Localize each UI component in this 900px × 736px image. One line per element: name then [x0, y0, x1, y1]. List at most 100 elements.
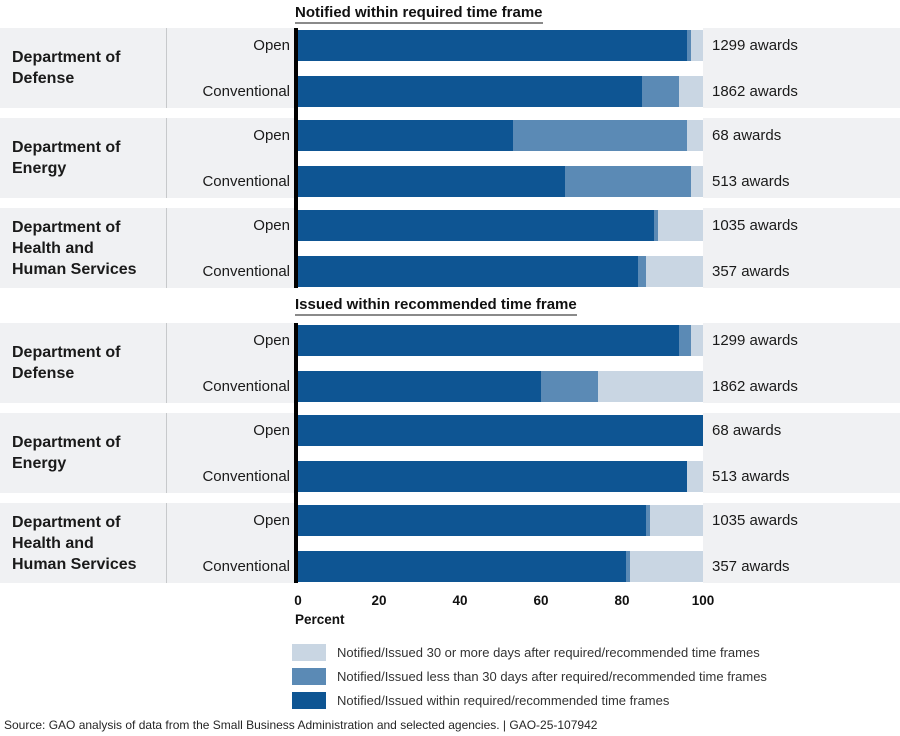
segment-less-than-30-days-after	[541, 371, 598, 402]
panel-title: Issued within recommended time frame	[295, 296, 577, 316]
department-label-line: Health and	[12, 534, 94, 552]
x-axis-tick-label: 40	[452, 593, 468, 608]
department-band: Department of Energy Open 68 awards Conventi…	[0, 118, 900, 198]
segment-30-or-more-days-after	[678, 76, 703, 107]
label-divider-line	[166, 208, 167, 288]
legend-swatch-within	[292, 692, 326, 709]
segment-within-timeframe	[298, 551, 627, 582]
zero-axis-line	[294, 323, 298, 583]
stacked-bar	[298, 461, 703, 492]
award-type-label: Conventional	[202, 263, 290, 280]
segment-less-than-30-days-after	[565, 166, 691, 197]
department-band: Department of Defense Open 1299 awards Conve…	[0, 28, 900, 108]
x-axis-tick-label: 20	[371, 593, 387, 608]
segment-within-timeframe	[298, 30, 687, 61]
segment-within-timeframe	[298, 371, 541, 402]
stacked-bar	[298, 210, 703, 241]
label-divider-line	[166, 323, 167, 403]
segment-within-timeframe	[298, 210, 655, 241]
department-label: Department of Defense	[12, 323, 162, 403]
x-axis-tick-label: 100	[691, 593, 715, 608]
award-type-label: Conventional	[202, 378, 290, 395]
department-label-line: Human Services	[12, 260, 137, 278]
segment-within-timeframe	[298, 166, 566, 197]
segment-less-than-30-days-after	[686, 30, 691, 61]
stacked-bar	[298, 505, 703, 536]
department-label-line: Health and	[12, 239, 94, 257]
award-count-label: 357 awards	[712, 558, 790, 575]
x-axis-tick-label: 0	[294, 593, 302, 608]
stacked-bar	[298, 415, 703, 446]
legend-item: Notified/Issued within required/recommen…	[292, 692, 872, 709]
label-divider-line	[166, 118, 167, 198]
department-label-line: Human Services	[12, 555, 137, 573]
department-label: Department of Health and Human Services	[12, 503, 162, 583]
segment-30-or-more-days-after	[690, 30, 703, 61]
department-band: Department of Health and Human Services Ope…	[0, 208, 900, 288]
award-type-label: Conventional	[202, 173, 290, 190]
department-label: Department of Energy	[12, 118, 162, 198]
segment-within-timeframe	[298, 461, 687, 492]
segment-30-or-more-days-after	[686, 461, 703, 492]
segment-less-than-30-days-after	[678, 325, 691, 356]
award-count-label: 513 awards	[712, 468, 790, 485]
legend-item-label: Notified/Issued within required/recommen…	[337, 693, 670, 708]
source-note: Source: GAO analysis of data from the Sm…	[4, 718, 598, 732]
department-band: Department of Defense Open 1299 awards Conve…	[0, 323, 900, 403]
department-band: Department of Energy Open 68 awards Conventi…	[0, 413, 900, 493]
award-count-label: 1299 awards	[712, 332, 798, 349]
stacked-bar	[298, 371, 703, 402]
x-axis-tick-label: 60	[533, 593, 549, 608]
label-divider-line	[166, 28, 167, 108]
legend-item-label: Notified/Issued less than 30 days after …	[337, 669, 767, 684]
label-divider-line	[166, 503, 167, 583]
award-count-label: 1035 awards	[712, 512, 798, 529]
department-label-line: Energy	[12, 455, 67, 472]
segment-30-or-more-days-after	[690, 325, 703, 356]
segment-30-or-more-days-after	[690, 166, 703, 197]
segment-30-or-more-days-after	[686, 120, 703, 151]
award-type-label: Conventional	[202, 83, 290, 100]
award-count-label: 1862 awards	[712, 378, 798, 395]
award-type-label: Open	[253, 37, 290, 54]
panel-title: Notified within required time frame	[295, 4, 543, 24]
segment-within-timeframe	[298, 415, 703, 446]
segment-within-timeframe	[298, 76, 643, 107]
department-label: Department of Health and Human Services	[12, 208, 162, 288]
department-label-line: Defense	[12, 70, 75, 87]
award-type-label: Open	[253, 217, 290, 234]
department-label-line: Energy	[12, 160, 67, 177]
award-type-label: Open	[253, 332, 290, 349]
department-label-line: Department of	[12, 139, 121, 156]
department-label: Department of Energy	[12, 413, 162, 493]
legend-item: Notified/Issued 30 or more days after re…	[292, 644, 872, 661]
stacked-bar	[298, 120, 703, 151]
department-label-line: Defense	[12, 365, 75, 382]
segment-within-timeframe	[298, 325, 679, 356]
segment-30-or-more-days-after	[658, 210, 703, 241]
award-count-label: 1862 awards	[712, 83, 798, 100]
legend-swatch-more30	[292, 644, 326, 661]
segment-30-or-more-days-after	[646, 256, 703, 287]
department-label-line: Department of	[12, 513, 121, 531]
x-axis-tick-label: 80	[614, 593, 630, 608]
department-label-line: Department of	[12, 344, 121, 361]
legend-item: Notified/Issued less than 30 days after …	[292, 668, 872, 685]
segment-less-than-30-days-after	[638, 256, 647, 287]
award-type-label: Open	[253, 422, 290, 439]
stacked-bar	[298, 30, 703, 61]
award-type-label: Conventional	[202, 558, 290, 575]
segment-within-timeframe	[298, 505, 647, 536]
award-type-label: Open	[253, 127, 290, 144]
stacked-bar	[298, 551, 703, 582]
award-count-label: 357 awards	[712, 263, 790, 280]
award-count-label: 1035 awards	[712, 217, 798, 234]
department-label-line: Department of	[12, 218, 121, 236]
stacked-bar	[298, 256, 703, 287]
segment-less-than-30-days-after	[654, 210, 659, 241]
segment-less-than-30-days-after	[512, 120, 687, 151]
stacked-bar	[298, 76, 703, 107]
label-divider-line	[166, 413, 167, 493]
award-count-label: 68 awards	[712, 127, 782, 144]
segment-30-or-more-days-after	[597, 371, 703, 402]
